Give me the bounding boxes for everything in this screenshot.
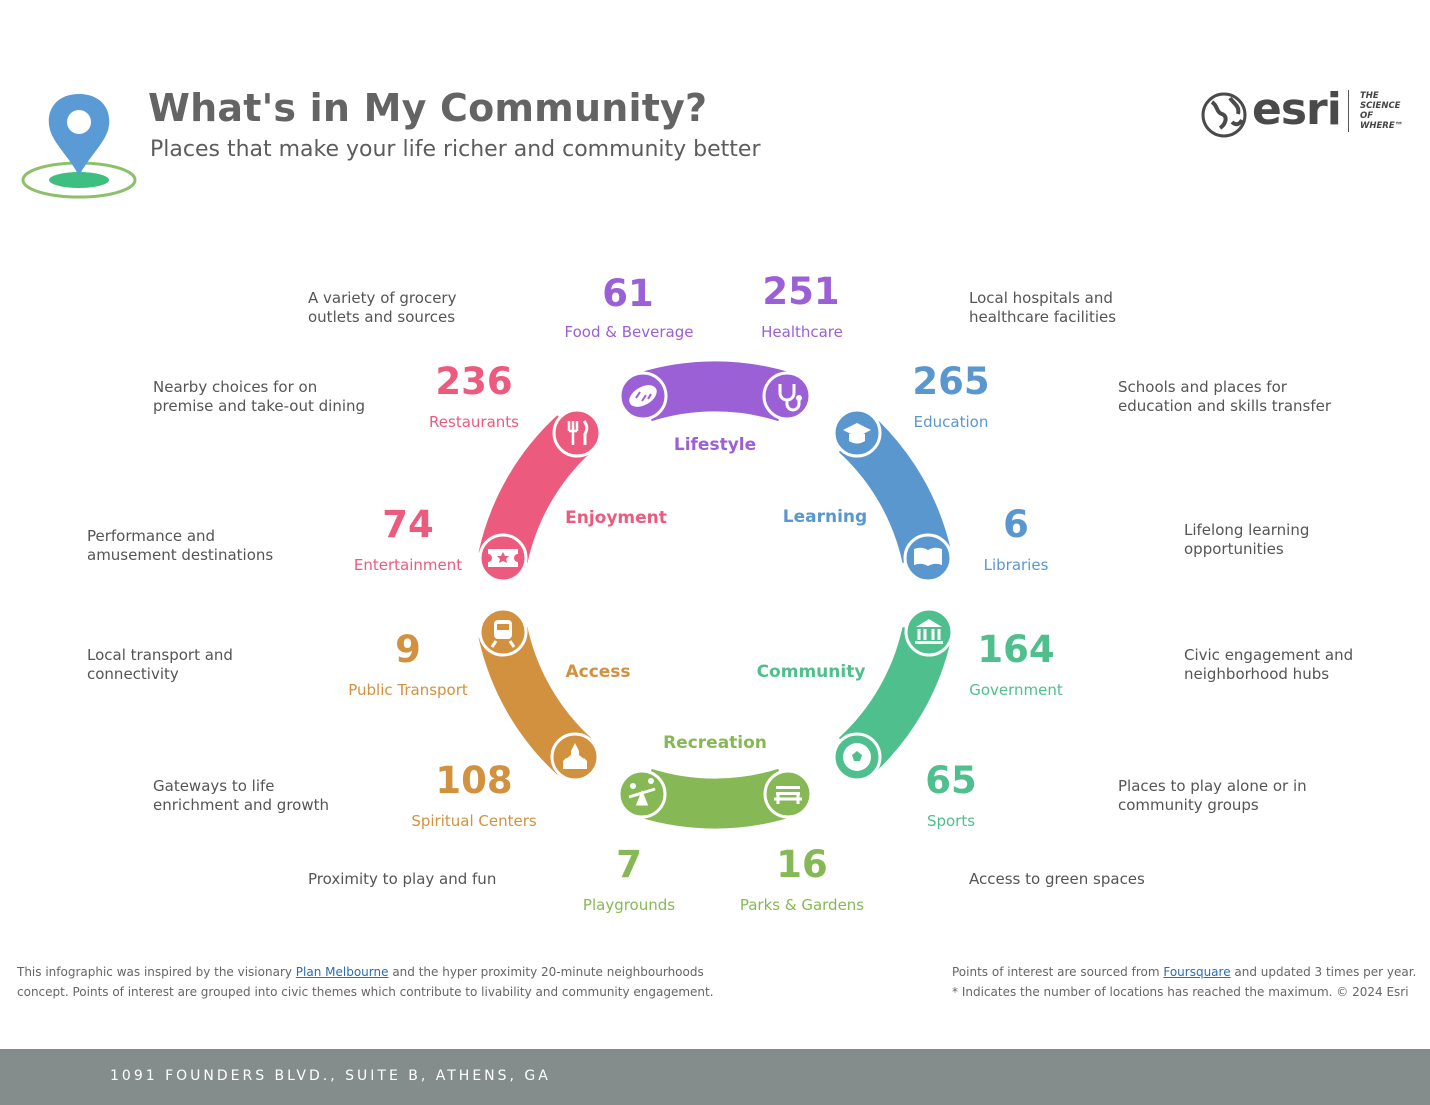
- inspiration-note: This infographic was inspired by the vis…: [17, 965, 714, 999]
- sports-description: Places to play alone or in community grou…: [1118, 777, 1307, 814]
- theme-access: Access: [565, 662, 631, 682]
- healthcare-count: 251: [762, 270, 840, 313]
- entertainment-label: Entertainment: [353, 556, 463, 574]
- government-description: Civic engagement and neighborhood hubs: [1184, 646, 1354, 683]
- education-description: Schools and places for education and skil…: [1118, 378, 1332, 415]
- parks-count: 16: [776, 843, 828, 886]
- entertainment-count: 74: [382, 503, 434, 546]
- spiritual-count: 108: [435, 759, 513, 802]
- sports-label: Sports: [926, 812, 976, 830]
- book-icon: [903, 533, 953, 583]
- seesaw-icon: [617, 769, 667, 819]
- education-count: 265: [912, 360, 990, 403]
- transport-count: 9: [395, 628, 421, 671]
- park-bench-icon: [763, 769, 813, 819]
- food-count: 61: [602, 272, 654, 315]
- location-pin-icon: [21, 94, 137, 199]
- theme-community: Community: [756, 662, 866, 682]
- playgrounds-count: 7: [616, 843, 642, 886]
- parks-label: Parks & Gardens: [739, 896, 865, 914]
- sports-count: 65: [925, 759, 977, 802]
- entertainment-description: Performance and amusement destinations: [87, 527, 274, 564]
- libraries-count: 6: [1003, 503, 1029, 546]
- libraries-description: Lifelong learning opportunities: [1184, 521, 1310, 558]
- parks-description: Access to green spaces: [969, 870, 1145, 888]
- transport-description: Local transport and connectivity: [87, 646, 233, 683]
- libraries-label: Libraries: [983, 556, 1049, 574]
- page-title: What's in My Community?: [148, 86, 708, 130]
- government-building-icon: [904, 607, 954, 657]
- government-label: Government: [969, 681, 1063, 699]
- ticket-icon: [478, 533, 528, 583]
- restaurants-count: 236: [435, 360, 513, 403]
- spiritual-label: Spiritual Centers: [411, 812, 537, 830]
- temple-icon: [550, 732, 600, 782]
- theme-recreation: Recreation: [663, 733, 767, 753]
- plan-melbourne-link[interactable]: Plan Melbourne: [295, 965, 389, 979]
- healthcare-description: Local hospitals and healthcare facilities: [969, 289, 1117, 326]
- bread-icon: [618, 371, 668, 421]
- theme-learning: Learning: [782, 507, 868, 527]
- education-label: Education: [913, 413, 989, 431]
- source-note: Points of interest are sourced from Four…: [952, 965, 1417, 999]
- esri-globe-icon: [1201, 92, 1247, 138]
- foursquare-link[interactable]: Foursquare: [1163, 965, 1231, 979]
- restaurants-label: Restaurants: [429, 413, 519, 431]
- esri-logo: esri: [1252, 84, 1342, 135]
- government-count: 164: [977, 628, 1055, 671]
- healthcare-label: Healthcare: [761, 323, 843, 341]
- footer-bar: 1091 FOUNDERS BLVD., SUITE B, ATHENS, GA: [0, 1049, 1430, 1105]
- train-icon: [478, 607, 528, 657]
- stethoscope-icon: [762, 371, 812, 421]
- footer-address: 1091 FOUNDERS BLVD., SUITE B, ATHENS, GA: [110, 1068, 551, 1084]
- page-subtitle: Places that make your life richer and co…: [150, 137, 761, 162]
- food-label: Food & Beverage: [564, 323, 694, 341]
- transport-label: Public Transport: [348, 681, 468, 699]
- theme-lifestyle: Lifestyle: [673, 435, 757, 455]
- spiritual-description: Gateways to life enrichment and growth: [153, 777, 330, 814]
- playgrounds-description: Proximity to play and fun: [308, 870, 497, 888]
- restaurants-description: Nearby choices for on premise and take-ou…: [153, 378, 366, 415]
- soccer-ball-icon: [832, 732, 882, 782]
- playgrounds-label: Playgrounds: [582, 896, 676, 914]
- esri-tagline: THE SCIENCE OF WHERE™: [1360, 91, 1404, 131]
- graduation-cap-icon: [832, 408, 882, 458]
- theme-enjoyment: Enjoyment: [565, 508, 667, 528]
- food-description: A variety of grocery outlets and sources: [308, 289, 457, 326]
- fork-knife-icon: [552, 408, 602, 458]
- logo-divider: [1348, 90, 1349, 132]
